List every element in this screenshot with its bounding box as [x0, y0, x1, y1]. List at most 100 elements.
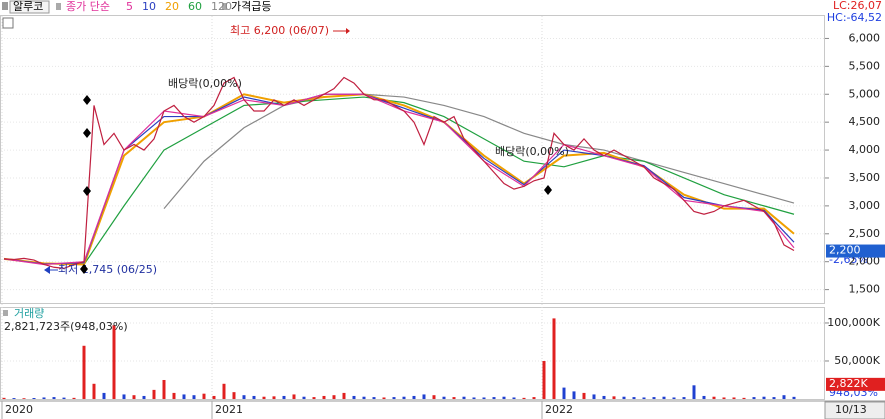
volume-panel [0, 307, 825, 400]
y-tick-label: 2,000 [849, 255, 881, 268]
volume-bar [12, 398, 16, 399]
y-tick-label: 1,500 [849, 283, 881, 296]
volume-bar [2, 397, 6, 399]
stock-box[interactable] [9, 0, 50, 14]
volume-bar [222, 383, 226, 399]
volume-bar [182, 394, 186, 399]
volume-bar [752, 397, 756, 399]
volume-bar [602, 395, 606, 399]
volume-bar [722, 397, 726, 399]
y-tick-label: 4,500 [849, 115, 881, 128]
volume-bar [462, 396, 466, 399]
signal-icon[interactable] [222, 3, 227, 10]
volume-bar [242, 395, 246, 399]
ma-icon[interactable] [56, 3, 61, 10]
ma-line [163, 93, 795, 210]
volume-bar [792, 396, 796, 399]
volume-bar [672, 397, 676, 399]
volume-bar [552, 318, 556, 399]
y-tick-label: 100,000K [827, 316, 880, 329]
y-tick-label: 50,000K [834, 354, 880, 367]
dividend-note: 배당락(0,00%) [495, 145, 569, 158]
high-note: 최고 6,200 (06/07) [230, 24, 329, 37]
last-date: 10/13 [835, 403, 867, 416]
volume-bar [142, 395, 146, 399]
volume-bar [662, 396, 666, 399]
volume-bar [22, 398, 26, 399]
volume-bar [352, 395, 356, 399]
stock-name[interactable]: 알루코 [13, 0, 43, 13]
volume-bar [32, 398, 36, 399]
volume-bar [392, 397, 396, 399]
volume-bar [562, 387, 566, 399]
volume-bar [282, 395, 286, 399]
volume-bar [482, 397, 486, 399]
volume-bar [732, 397, 736, 399]
volume-bar [132, 395, 136, 399]
volume-bar [362, 396, 366, 399]
volume-bar [592, 394, 596, 399]
volume-bar [42, 397, 46, 399]
volume-bar [382, 397, 386, 399]
volume-bar [642, 397, 646, 399]
low-arrowhead [44, 266, 50, 274]
dividend-note: 배당락(0,00%) [168, 77, 242, 90]
volume-bar [782, 395, 786, 399]
ma-line [3, 93, 795, 266]
volume-bar [492, 397, 496, 399]
date-box [824, 401, 885, 419]
menu-icon[interactable] [2, 2, 8, 10]
volume-bar [172, 392, 176, 399]
volume-bar [162, 379, 166, 399]
low-note: 최저 1,745 (06/25) [58, 263, 157, 276]
volume-bar [152, 389, 156, 399]
volume-bar [422, 394, 426, 399]
volume-bar [772, 397, 776, 399]
grid-icon[interactable] [2, 17, 14, 29]
volume-bar [82, 345, 86, 399]
x-tick-label: 2021 [215, 403, 243, 416]
volume-bar [52, 397, 56, 399]
signal-name: 가격급등 [231, 0, 271, 13]
volume-bar [522, 397, 526, 399]
price-line [3, 76, 795, 270]
volume-bar [332, 395, 336, 399]
high-arrowhead [346, 28, 350, 34]
volume-bar [252, 395, 256, 399]
volume-bar [532, 397, 536, 399]
volume-bar [542, 360, 546, 399]
last-volume-label: 2,822K [829, 377, 868, 390]
volume-bar [612, 396, 616, 399]
volume-bar [92, 383, 96, 399]
volume-bar [632, 397, 636, 399]
ma-title: 종가 단순 [66, 0, 110, 13]
lc-value: LC:26,07 [833, 0, 882, 12]
y-tick-label: 4,000 [849, 143, 881, 156]
legend-item: 120 [211, 0, 232, 13]
volume-bar [212, 395, 216, 399]
volume-bar [72, 397, 76, 399]
volume-bar [712, 396, 716, 399]
volume-bar [312, 397, 316, 399]
volume-bar [192, 395, 196, 399]
volume-bar [292, 394, 296, 399]
volume-bar [62, 397, 66, 399]
volume-bar [442, 396, 446, 399]
x-tick-label: 2020 [5, 403, 33, 416]
price-panel [0, 15, 825, 304]
volume-bar [582, 392, 586, 399]
volume-icon[interactable] [3, 310, 8, 316]
volume-bar [112, 325, 116, 399]
volume-title: 거래량 [14, 307, 44, 320]
volume-bar [102, 392, 106, 399]
y-tick-label: 2,500 [849, 227, 881, 240]
volume-bar [472, 397, 476, 399]
legend-item: 60 [188, 0, 202, 13]
hc-value: HC:-64,52 [827, 11, 882, 24]
volume-bar [122, 394, 126, 399]
volume-bar [512, 397, 516, 399]
volume-bar [742, 397, 746, 399]
volume-bar [452, 397, 456, 399]
legend-item: 10 [142, 0, 156, 13]
